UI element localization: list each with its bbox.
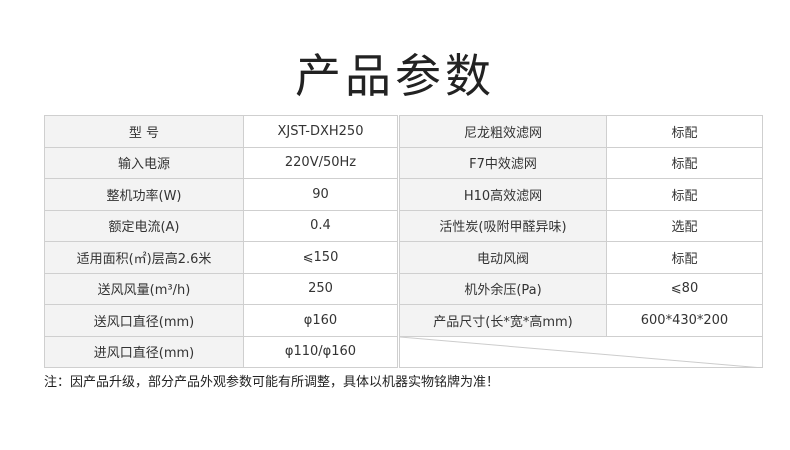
blank-cell	[399, 335, 763, 368]
spec-value: 标配	[606, 115, 763, 148]
spec-label: 产品尺寸(长*宽*高mm)	[399, 304, 607, 337]
spec-label: 型 号	[44, 115, 244, 148]
spec-value: ⩽150	[243, 241, 398, 274]
spec-label: 尼龙粗效滤网	[399, 115, 607, 148]
spec-value: 标配	[606, 146, 763, 179]
page-title: 产品参数	[295, 49, 495, 103]
spec-row: 尼龙粗效滤网 标配	[399, 115, 763, 148]
spec-table-right: 尼龙粗效滤网 标配 F7中效滤网 标配 H10高效滤网 标配 活性炭(吸附甲醛异味) 选配 电动…	[399, 115, 763, 368]
spec-value: 600*430*200	[606, 304, 763, 337]
spec-row: 适用面积(㎡)层高2.6米 ⩽150	[44, 241, 398, 274]
spec-row: 电动风阀 标配	[399, 241, 763, 274]
spec-label: 机外余压(Pa)	[399, 272, 607, 305]
spec-value: φ110/φ160	[243, 335, 398, 368]
spec-value: 标配	[606, 241, 763, 274]
spec-value: 0.4	[243, 209, 398, 242]
spec-row: 机外余压(Pa) ⩽80	[399, 272, 763, 305]
spec-row: 活性炭(吸附甲醛异味) 选配	[399, 209, 763, 242]
spec-value: 选配	[606, 209, 763, 242]
spec-label: 活性炭(吸附甲醛异味)	[399, 209, 607, 242]
disclaimer-note: 注：因产品升级，部分产品外观参数可能有所调整，具体以机器实物铭牌为准！	[44, 375, 500, 390]
spec-row: 型 号 XJST-DXH250	[44, 115, 398, 148]
spec-row: 产品尺寸(长*宽*高mm) 600*430*200	[399, 304, 763, 337]
spec-row: 进风口直径(mm) φ110/φ160	[44, 335, 398, 368]
spec-row: 整机功率(W) 90	[44, 178, 398, 211]
spec-value: 90	[243, 178, 398, 211]
spec-row: 送风风量(m³/h) 250	[44, 272, 398, 305]
spec-label: 电动风阀	[399, 241, 607, 274]
spec-table-left: 型 号 XJST-DXH250 输入电源 220V/50Hz 整机功率(W) 90 额定电流…	[44, 115, 398, 368]
spec-label: 额定电流(A)	[44, 209, 244, 242]
spec-row: 额定电流(A) 0.4	[44, 209, 398, 242]
spec-value: 250	[243, 272, 398, 305]
spec-label: 整机功率(W)	[44, 178, 244, 211]
spec-row: 输入电源 220V/50Hz	[44, 146, 398, 179]
spec-label: H10高效滤网	[399, 178, 607, 211]
spec-value: 标配	[606, 178, 763, 211]
spec-value: XJST-DXH250	[243, 115, 398, 148]
spec-label: 送风风量(m³/h)	[44, 272, 244, 305]
spec-label: 送风口直径(mm)	[44, 304, 244, 337]
spec-value: φ160	[243, 304, 398, 337]
spec-value: 220V/50Hz	[243, 146, 398, 179]
spec-label: 适用面积(㎡)层高2.6米	[44, 241, 244, 274]
spec-row: H10高效滤网 标配	[399, 178, 763, 211]
spec-label: 进风口直径(mm)	[44, 335, 244, 368]
spec-label: F7中效滤网	[399, 146, 607, 179]
diagonal-line	[400, 336, 763, 368]
spec-value: ⩽80	[606, 272, 763, 305]
blank-row	[399, 335, 763, 368]
spec-label: 输入电源	[44, 146, 244, 179]
spec-row: 送风口直径(mm) φ160	[44, 304, 398, 337]
spec-row: F7中效滤网 标配	[399, 146, 763, 179]
